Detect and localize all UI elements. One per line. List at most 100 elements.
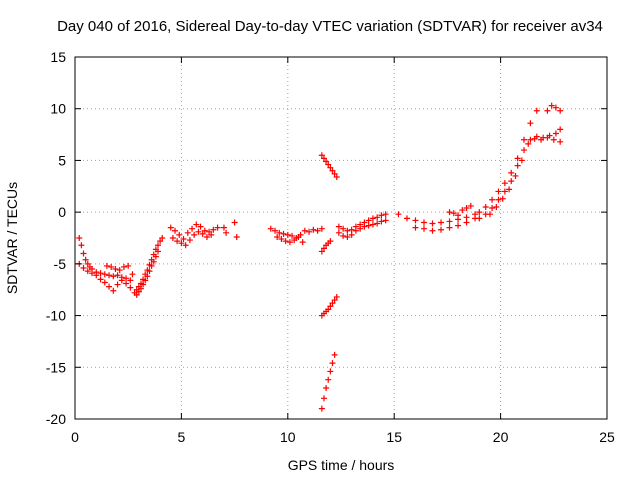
- data-point: [123, 280, 130, 287]
- data-point: [103, 262, 110, 269]
- data-point: [518, 157, 525, 164]
- y-tick-label: 10: [50, 101, 66, 117]
- data-point: [544, 134, 551, 141]
- data-point: [97, 270, 104, 277]
- data-point: [89, 270, 96, 277]
- data-point: [180, 236, 187, 243]
- data-point: [176, 231, 183, 238]
- data-point: [538, 136, 545, 143]
- data-point: [146, 268, 153, 275]
- data-point: [148, 262, 155, 269]
- plot-frame: [74, 56, 608, 420]
- data-point: [495, 188, 502, 195]
- data-point: [154, 248, 161, 255]
- data-point: [318, 405, 325, 412]
- data-point: [429, 220, 436, 227]
- data-point: [344, 227, 351, 234]
- series-noon-trace-2: [274, 233, 306, 246]
- data-point: [186, 237, 193, 244]
- data-point: [382, 211, 389, 218]
- series-rise-b: [476, 126, 564, 222]
- data-point: [348, 226, 355, 233]
- data-point: [382, 217, 389, 224]
- x-tick-label: 15: [386, 429, 402, 445]
- data-point: [527, 120, 534, 127]
- data-point: [84, 260, 91, 267]
- data-point: [331, 351, 338, 358]
- data-point: [329, 167, 336, 174]
- series-rise-a: [476, 107, 540, 216]
- data-point: [325, 306, 332, 313]
- data-point: [514, 155, 521, 162]
- data-point: [369, 221, 376, 228]
- data-point: [323, 158, 330, 165]
- data-point: [420, 225, 427, 232]
- data-point: [123, 275, 130, 282]
- data-point: [318, 152, 325, 159]
- data-point: [135, 288, 142, 295]
- series-evening-3: [446, 202, 474, 219]
- data-point: [463, 219, 470, 226]
- data-point: [333, 293, 340, 300]
- data-point: [514, 162, 521, 169]
- data-point: [335, 229, 342, 236]
- data-point: [495, 196, 502, 203]
- x-axis-label: GPS time / hours: [288, 457, 395, 473]
- axis-ticks: 0 5 10 15 20 25 -20 -15 -10 -5 0 5 10 15: [46, 49, 615, 445]
- series-spike-up: [318, 152, 340, 180]
- data-point: [499, 195, 506, 202]
- y-tick-label: 5: [58, 152, 66, 168]
- data-point: [412, 217, 419, 224]
- data-point: [438, 219, 445, 226]
- data-point: [325, 161, 332, 168]
- data-point: [191, 231, 198, 238]
- data-point: [154, 242, 161, 249]
- data-point: [463, 205, 470, 212]
- series-mid-morning-2: [169, 228, 215, 249]
- data-point: [106, 283, 113, 290]
- data-point: [112, 266, 119, 273]
- series-early-trace-b: [76, 260, 134, 294]
- data-point: [318, 248, 325, 255]
- data-point: [233, 233, 240, 240]
- data-point: [129, 271, 136, 278]
- data-point: [125, 262, 132, 269]
- data-point: [110, 287, 117, 294]
- data-point: [159, 235, 166, 241]
- data-point: [295, 233, 302, 240]
- series-early-trace-a: [76, 235, 134, 284]
- data-point: [403, 215, 410, 222]
- data-point: [178, 240, 185, 247]
- data-point: [184, 229, 191, 236]
- data-point: [429, 227, 436, 234]
- data-point: [201, 227, 208, 234]
- data-point: [289, 232, 296, 239]
- data-point: [195, 228, 202, 235]
- y-axis-label: SDTVAR / TECUs: [4, 182, 20, 294]
- data-points: [76, 102, 564, 412]
- series-isolated-7: [220, 219, 240, 240]
- data-point: [108, 263, 115, 270]
- data-point: [169, 235, 176, 241]
- data-point: [278, 236, 285, 243]
- series-dip-recovery: [131, 235, 166, 296]
- x-tick-label: 5: [178, 429, 186, 445]
- data-point: [114, 272, 121, 279]
- data-point: [157, 238, 164, 245]
- data-point: [172, 227, 179, 234]
- data-point: [82, 256, 89, 263]
- data-point: [306, 228, 313, 235]
- data-point: [301, 227, 308, 234]
- data-point: [525, 140, 532, 147]
- data-point: [365, 217, 372, 224]
- data-point: [506, 186, 513, 193]
- x-tick-label: 25: [599, 429, 615, 445]
- series-mid-morning: [167, 221, 221, 243]
- data-point: [267, 225, 274, 232]
- data-point: [512, 172, 519, 179]
- data-point: [223, 229, 230, 236]
- data-point: [395, 211, 402, 218]
- data-point: [493, 203, 500, 210]
- data-point: [320, 395, 327, 402]
